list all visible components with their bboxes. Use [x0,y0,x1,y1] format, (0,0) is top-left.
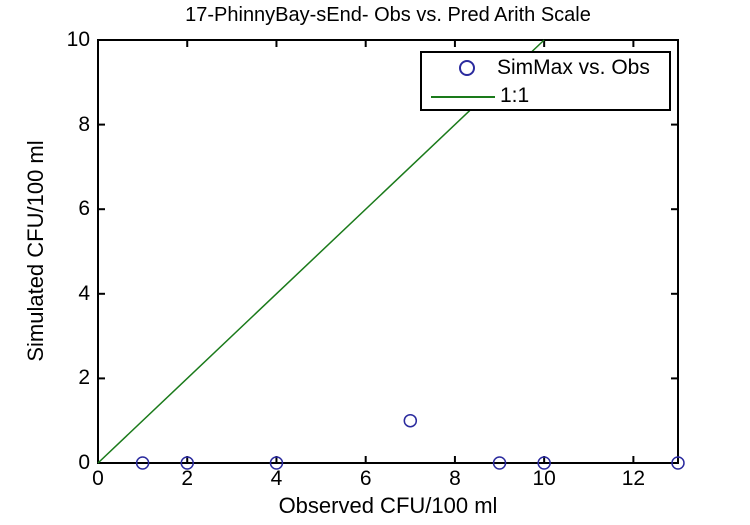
legend-item-one-to-one: 1:1 [422,84,669,112]
data-point-marker [671,456,685,470]
y-axis-label: Simulated CFU/100 ml [23,140,48,362]
data-point-marker [403,413,418,428]
data-point-marker [537,456,551,470]
legend-label-simmax: SimMax vs. Obs [497,56,650,79]
x-tick-label: 8 [449,467,461,490]
y-tick-label: 0 [78,451,90,474]
x-tick-label: 10 [532,467,556,490]
y-tick-label: 8 [78,112,90,136]
y-tick-label: 10 [66,28,90,51]
data-point-marker [135,456,150,470]
data-point-marker [180,456,194,470]
legend-item-simmax: SimMax vs. Obs [422,54,669,82]
open-circle-marker-icon [459,60,475,76]
y-tick-label: 6 [78,197,90,221]
x-tick-label: 4 [270,467,283,490]
y-tick-label: 4 [78,281,90,305]
legend: SimMax vs. Obs 1:1 [420,51,671,111]
x-axis-label: Observed CFU/100 ml [278,493,498,518]
x-tick-label: 2 [181,467,194,490]
legend-label-one-to-one: 1:1 [500,84,530,107]
x-tick-label: 0 [92,467,104,490]
axes-box [97,39,679,464]
x-tick-label: 12 [621,467,646,490]
y-tick-label: 2 [78,366,90,390]
data-point-marker [492,456,507,470]
x-tick-label: 6 [359,467,372,490]
chart-title: 17-PhinnyBay-sEnd- Obs vs. Pred Arith Sc… [185,4,591,26]
line-marker-icon [431,96,495,98]
data-point-marker [269,456,284,470]
